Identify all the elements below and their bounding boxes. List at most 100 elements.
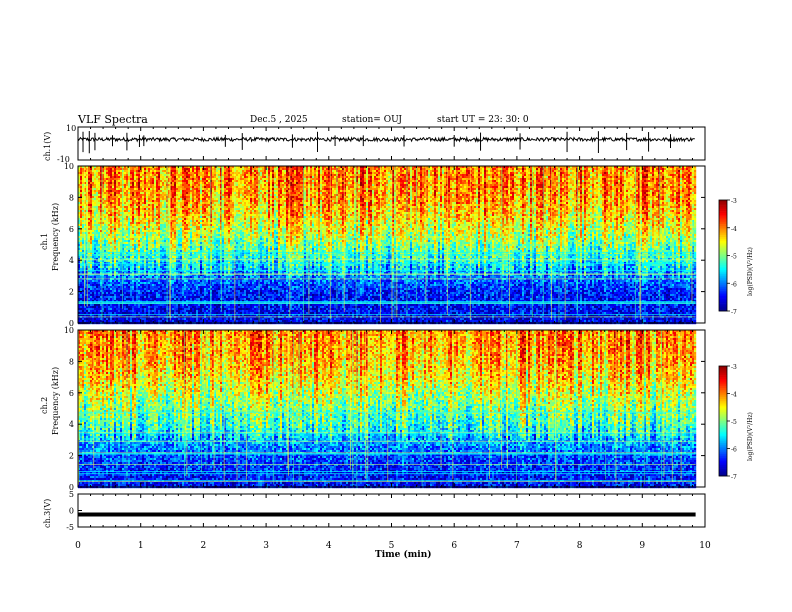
spectrogram-cell [94,168,96,170]
spectrogram-cell [96,248,98,250]
spectrogram-cell [82,298,84,300]
spectrogram-cell [82,196,84,198]
spectrogram-cell [90,240,92,242]
spectrogram-cell [88,282,90,284]
spectrogram-cell [96,296,98,298]
spectrogram-cell [88,176,90,178]
spectrogram-cell [94,230,96,232]
spectrogram-cell [88,196,90,198]
spectrogram-cell [80,236,82,238]
spectrogram-cell [92,174,94,176]
spectrogram-cell [92,206,94,208]
spectrogram-cell [90,206,92,208]
spectrogram-cell [88,188,90,190]
spectrogram-cell [94,292,96,294]
spectrogram-cell [88,186,90,188]
spectrogram-cell [82,216,84,218]
spectrogram-cell [96,310,98,312]
spectrogram-cell [98,168,100,170]
spectrogram-cell [94,284,96,286]
spectrogram-cell [92,306,94,308]
spectrogram-cell [80,310,82,312]
spectrogram-cell [82,198,84,200]
spectrogram-cell [96,244,98,246]
spectrogram-cell [94,204,96,206]
spectrogram-cell [98,180,100,182]
spectrogram-cell [88,286,90,288]
spectrogram-cell [88,242,90,244]
spectrogram-cell [80,294,82,296]
header-date: Dec.5 , 2025 [250,115,308,125]
spectrogram-cell [90,246,92,248]
spectrogram-cell [94,188,96,190]
spectrogram-cell [90,208,92,210]
spectrogram-cell [86,308,88,310]
spectrogram-cell [96,268,98,270]
spectrogram-cell [96,186,98,188]
spectrogram-cell [80,200,82,202]
spectrogram-cell [80,222,82,224]
spectrogram-cell [92,240,94,242]
spectrogram-cell [88,312,90,314]
spectrogram-cell [94,268,96,270]
spectrogram-cell [94,178,96,180]
spectrogram-cell [94,280,96,282]
spectrogram-cell [94,176,96,178]
spectrogram-cell [94,266,96,268]
spectrogram-cell [96,228,98,230]
spectrogram-cell [98,204,100,206]
spectrogram-cell [82,318,84,320]
spectrogram-cell [88,296,90,298]
spectrogram-cell [92,238,94,240]
spectrogram-cell [80,276,82,278]
spectrogram-cell [80,224,82,226]
spectrogram-cell [82,176,84,178]
spectrogram-cell [92,304,94,306]
spectrogram-cell [84,308,86,310]
spectrogram-cell [82,312,84,314]
spectrogram-cell [96,294,98,296]
spectrogram-cell [92,188,94,190]
spectrogram-cell [90,264,92,266]
spectrogram-cell [88,308,90,310]
spectrogram-cell [98,200,100,202]
spectrogram-cell [96,168,98,170]
spectrogram-cell [96,204,98,206]
spectrogram-cell [92,310,94,312]
spectrogram-cell [94,234,96,236]
spectrogram-cell [94,276,96,278]
spectrogram-cell [94,214,96,216]
spectrogram-cell [82,180,84,182]
spectrogram-cell [88,212,90,214]
spectrogram-cell [88,228,90,230]
spectrogram-cell [96,232,98,234]
spectrogram-cell [90,176,92,178]
spectrogram-cell [90,268,92,270]
spectrogram-cell [80,220,82,222]
spectrogram-cell [88,214,90,216]
spectrogram-cell [80,248,82,250]
spectrogram-cell [92,318,94,320]
spectrogram-cell [96,222,98,224]
spectrogram-cell [84,306,86,308]
spectrogram-cell [90,250,92,252]
spectrogram-cell [98,202,100,204]
spectrogram-cell [80,230,82,232]
spectrogram-cell [94,318,96,320]
spectrogram-cell [94,212,96,214]
spectrogram-cell [80,304,82,306]
spectrogram-cell [80,208,82,210]
spectrogram-cell [96,304,98,306]
spectrogram-cell [96,236,98,238]
spectrogram-cell [94,244,96,246]
spectrogram-cell [94,216,96,218]
spectrogram-cell [82,218,84,220]
spectrogram-cell [92,260,94,262]
spectrogram-cell [92,256,94,258]
spectrogram-cell [92,264,94,266]
spectrogram-cell [80,180,82,182]
spectrogram-cell [80,198,82,200]
spectrogram-cell [80,170,82,172]
spectrogram-cell [88,288,90,290]
spectrogram-cell [88,250,90,252]
